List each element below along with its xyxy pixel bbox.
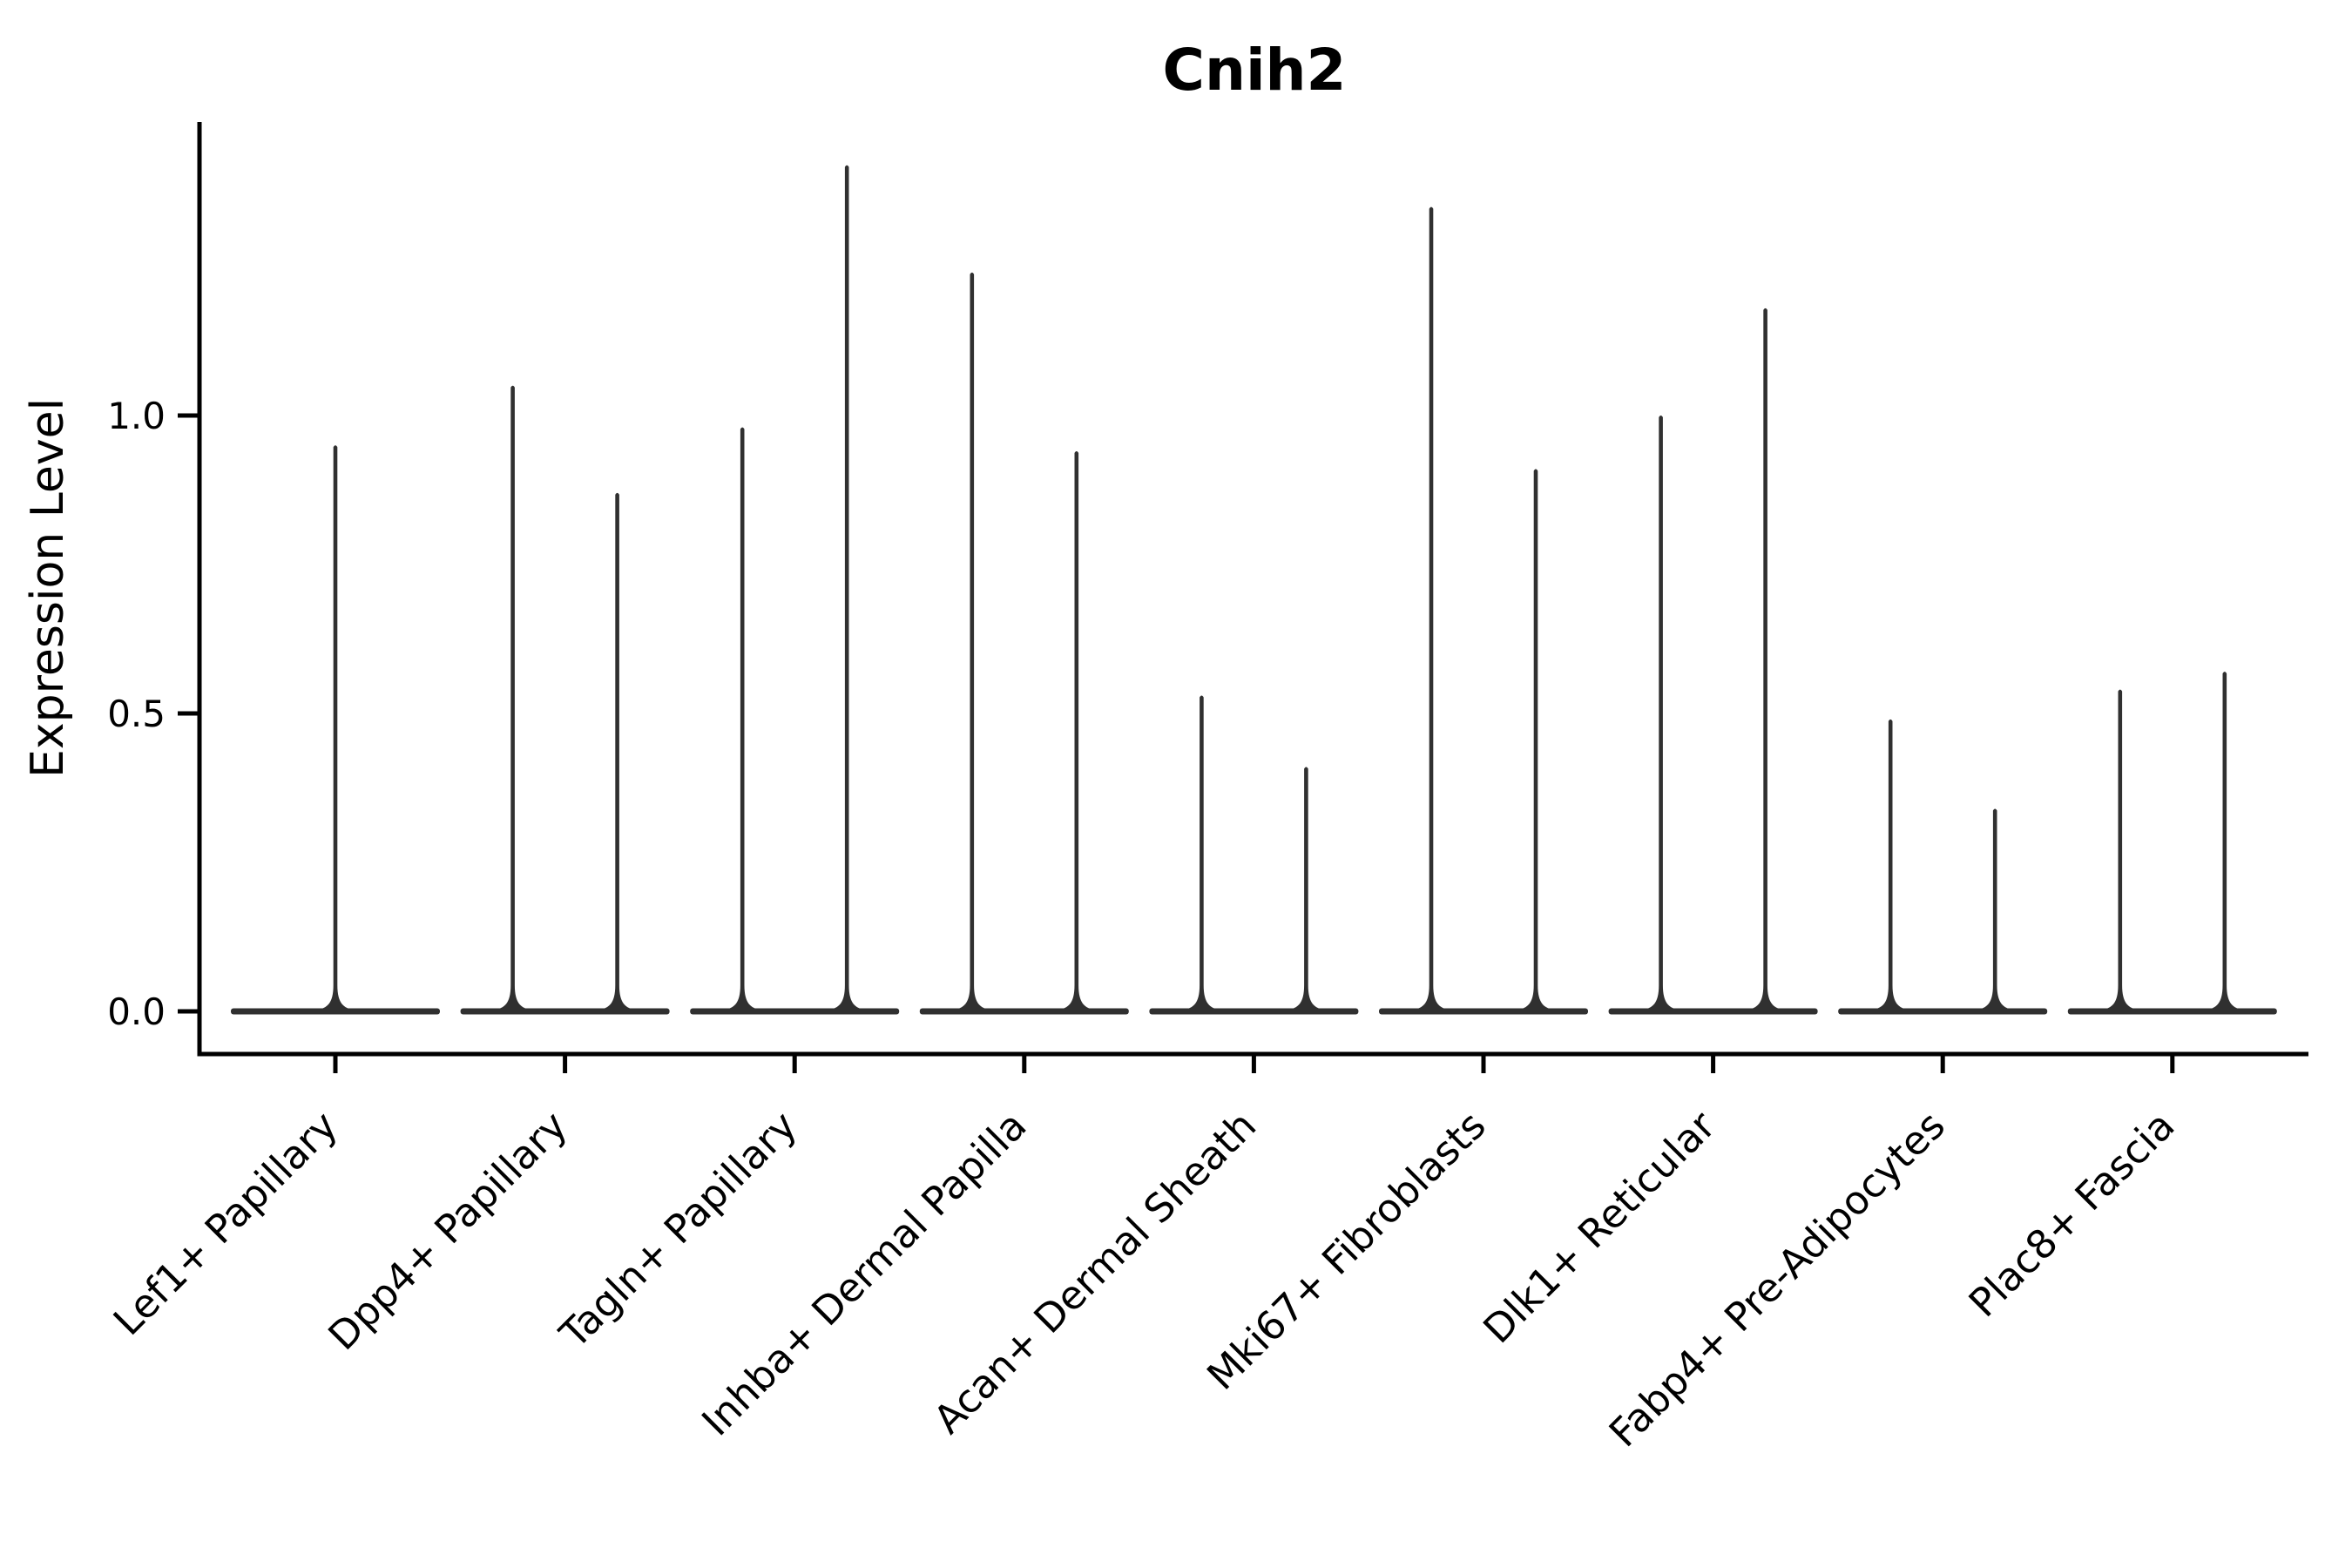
y-tick-label: 0.0 xyxy=(107,990,166,1033)
violin-baseline xyxy=(1379,1008,1588,1015)
violin-baseline xyxy=(690,1008,900,1015)
violin-spike xyxy=(495,385,531,1011)
violin-baseline xyxy=(1149,1008,1359,1015)
violin-spike xyxy=(1518,469,1553,1011)
violin-spike xyxy=(1977,808,2013,1011)
violin-spike xyxy=(725,427,760,1011)
x-tick-label: Dlk1+ Reticular xyxy=(1474,1102,1724,1352)
violin-spike xyxy=(829,165,865,1012)
violin-spike xyxy=(2207,672,2242,1011)
violin-spike xyxy=(1643,416,1679,1011)
y-ticks: 0.0 0.5 1.0 xyxy=(107,395,199,1033)
violin-spike xyxy=(954,272,990,1012)
violin-spike xyxy=(1184,695,1220,1011)
x-tick-label: Lef1+ Papillary xyxy=(105,1102,347,1344)
violin-spike xyxy=(318,445,353,1011)
violin-spike xyxy=(1288,767,1324,1011)
x-tick-label: Tagln+ Papillary xyxy=(551,1102,806,1357)
violin-baseline xyxy=(2067,1008,2277,1015)
y-tick-label: 0.5 xyxy=(107,693,166,735)
chart-title: Cnih2 xyxy=(1163,37,1347,104)
y-tick-label: 1.0 xyxy=(107,395,166,437)
violin-spike xyxy=(1058,451,1094,1011)
violin-spike xyxy=(1414,206,1449,1012)
violin-baseline xyxy=(1838,1008,2048,1015)
y-axis-label: Expression Level xyxy=(22,398,74,778)
violin-spike xyxy=(1747,308,1783,1011)
x-tick-label: Dpp4+ Papillary xyxy=(320,1102,577,1359)
violins xyxy=(231,165,2277,1015)
violin-spike xyxy=(599,492,635,1011)
violin-spike xyxy=(2102,689,2138,1011)
violin-baseline xyxy=(460,1008,670,1015)
violin-baseline xyxy=(919,1008,1129,1015)
violin-baseline xyxy=(1608,1008,1818,1015)
x-tick-label: Plac8+ Fascia xyxy=(1960,1102,2184,1326)
violin-spike xyxy=(1873,719,1909,1011)
